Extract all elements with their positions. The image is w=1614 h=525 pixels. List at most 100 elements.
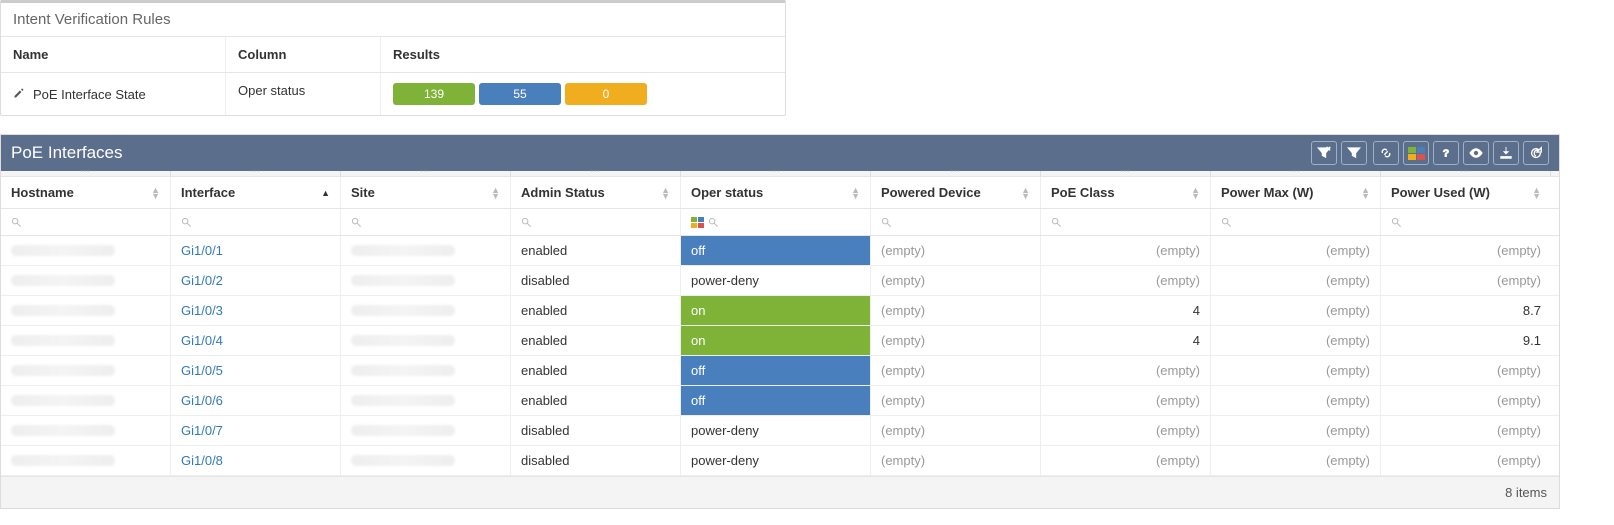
poe-toolbar: ? bbox=[1311, 141, 1549, 165]
filter-pmax[interactable] bbox=[1211, 209, 1381, 235]
cell-admin-status: disabled bbox=[511, 446, 681, 475]
table-row[interactable]: Gi1/0/3enabledon(empty)4(empty)8.7 bbox=[1, 296, 1559, 326]
cell-poe-class: (empty) bbox=[1041, 416, 1211, 445]
cell-site bbox=[341, 446, 511, 475]
filter-row bbox=[1, 209, 1559, 236]
cell-powered-device: (empty) bbox=[871, 236, 1041, 265]
intent-verification-panel: Intent Verification Rules Name Column Re… bbox=[0, 0, 786, 116]
poe-title: PoE Interfaces bbox=[11, 143, 123, 163]
cell-site bbox=[341, 386, 511, 415]
table-row[interactable]: Gi1/0/2disabledpower-deny(empty)(empty)(… bbox=[1, 266, 1559, 296]
cell-powered-device: (empty) bbox=[871, 446, 1041, 475]
cell-power-used: (empty) bbox=[1381, 386, 1551, 415]
table-row[interactable]: Gi1/0/7disabledpower-deny(empty)(empty)(… bbox=[1, 416, 1559, 446]
filter-pused[interactable] bbox=[1381, 209, 1551, 235]
cell-oper-status: power-deny bbox=[681, 446, 871, 475]
filter-class[interactable] bbox=[1041, 209, 1211, 235]
cell-hostname bbox=[1, 416, 171, 445]
result-pill-blue[interactable]: 55 bbox=[479, 83, 561, 105]
cell-oper-status: on bbox=[681, 296, 871, 325]
cell-oper-status: off bbox=[681, 236, 871, 265]
table-row[interactable]: Gi1/0/4enabledon(empty)4(empty)9.1 bbox=[1, 326, 1559, 356]
intent-rule-column: Oper status bbox=[226, 73, 381, 115]
intent-header-name: Name bbox=[1, 37, 226, 72]
download-button[interactable] bbox=[1493, 141, 1519, 165]
col-admin-status[interactable]: Admin Status▲▼ bbox=[511, 177, 681, 208]
cell-poe-class: 4 bbox=[1041, 326, 1211, 355]
intent-rule-name: PoE Interface State bbox=[33, 87, 146, 102]
filter-site[interactable] bbox=[341, 209, 511, 235]
cell-site bbox=[341, 236, 511, 265]
cell-interface[interactable]: Gi1/0/8 bbox=[171, 446, 341, 475]
colorize-button[interactable] bbox=[1403, 141, 1429, 165]
cell-powered-device: (empty) bbox=[871, 296, 1041, 325]
cell-interface[interactable]: Gi1/0/7 bbox=[171, 416, 341, 445]
cell-poe-class: 4 bbox=[1041, 296, 1211, 325]
cell-poe-class: (empty) bbox=[1041, 236, 1211, 265]
cell-site bbox=[341, 416, 511, 445]
cell-admin-status: enabled bbox=[511, 326, 681, 355]
col-site[interactable]: Site▲▼ bbox=[341, 177, 511, 208]
col-power-max[interactable]: Power Max (W)▲▼ bbox=[1211, 177, 1381, 208]
filter-pd[interactable] bbox=[871, 209, 1041, 235]
col-power-used[interactable]: Power Used (W)▲▼ bbox=[1381, 177, 1551, 208]
poe-grid: Hostname▲▼ Interface▲ Site▲▼ Admin Statu… bbox=[1, 171, 1559, 508]
poe-interfaces-panel: PoE Interfaces ? bbox=[0, 134, 1560, 509]
toolbar-group-filter bbox=[1311, 141, 1367, 165]
cell-interface[interactable]: Gi1/0/6 bbox=[171, 386, 341, 415]
help-button[interactable]: ? bbox=[1433, 141, 1459, 165]
pencil-icon bbox=[13, 87, 25, 102]
cell-hostname bbox=[1, 296, 171, 325]
cell-power-used: (empty) bbox=[1381, 446, 1551, 475]
filter-button[interactable] bbox=[1341, 141, 1367, 165]
result-pill-green[interactable]: 139 bbox=[393, 83, 475, 105]
cell-interface[interactable]: Gi1/0/3 bbox=[171, 296, 341, 325]
cell-poe-class: (empty) bbox=[1041, 266, 1211, 295]
filter-admin[interactable] bbox=[511, 209, 681, 235]
table-row[interactable]: Gi1/0/8disabledpower-deny(empty)(empty)(… bbox=[1, 446, 1559, 476]
color-filter-icon bbox=[691, 217, 704, 228]
clear-filter-button[interactable] bbox=[1311, 141, 1337, 165]
cell-admin-status: enabled bbox=[511, 236, 681, 265]
cell-power-used: 9.1 bbox=[1381, 326, 1551, 355]
cell-interface[interactable]: Gi1/0/1 bbox=[171, 236, 341, 265]
col-oper-status[interactable]: Oper status▲▼ bbox=[681, 177, 871, 208]
cell-power-max: (empty) bbox=[1211, 326, 1381, 355]
table-row[interactable]: Gi1/0/5enabledoff(empty)(empty)(empty)(e… bbox=[1, 356, 1559, 386]
filter-hostname[interactable] bbox=[1, 209, 171, 235]
cell-oper-status: off bbox=[681, 386, 871, 415]
cell-site bbox=[341, 326, 511, 355]
cell-admin-status: enabled bbox=[511, 296, 681, 325]
cell-oper-status: power-deny bbox=[681, 266, 871, 295]
refresh-button[interactable] bbox=[1523, 141, 1549, 165]
cell-hostname bbox=[1, 386, 171, 415]
cell-hostname bbox=[1, 356, 171, 385]
cell-interface[interactable]: Gi1/0/5 bbox=[171, 356, 341, 385]
table-row[interactable]: Gi1/0/1enabledoff(empty)(empty)(empty)(e… bbox=[1, 236, 1559, 266]
link-button[interactable] bbox=[1373, 141, 1399, 165]
cell-power-max: (empty) bbox=[1211, 416, 1381, 445]
cell-site bbox=[341, 266, 511, 295]
filter-interface[interactable] bbox=[171, 209, 341, 235]
table-row[interactable]: Gi1/0/6enabledoff(empty)(empty)(empty)(e… bbox=[1, 386, 1559, 416]
col-powered-device[interactable]: Powered Device▲▼ bbox=[871, 177, 1041, 208]
cell-hostname bbox=[1, 236, 171, 265]
intent-rule-name-cell[interactable]: PoE Interface State bbox=[1, 73, 226, 115]
cell-interface[interactable]: Gi1/0/4 bbox=[171, 326, 341, 355]
intent-header-column: Column bbox=[226, 37, 381, 72]
cell-admin-status: enabled bbox=[511, 356, 681, 385]
cell-poe-class: (empty) bbox=[1041, 386, 1211, 415]
cell-power-max: (empty) bbox=[1211, 386, 1381, 415]
intent-header-results: Results bbox=[381, 37, 785, 72]
intent-rule-results: 139 55 0 bbox=[381, 73, 785, 115]
cell-site bbox=[341, 356, 511, 385]
cell-interface[interactable]: Gi1/0/2 bbox=[171, 266, 341, 295]
filter-oper[interactable] bbox=[681, 209, 871, 235]
col-poe-class[interactable]: PoE Class▲▼ bbox=[1041, 177, 1211, 208]
cell-site bbox=[341, 296, 511, 325]
visibility-button[interactable] bbox=[1463, 141, 1489, 165]
result-pill-amber[interactable]: 0 bbox=[565, 83, 647, 105]
col-interface[interactable]: Interface▲ bbox=[171, 177, 341, 208]
col-hostname[interactable]: Hostname▲▼ bbox=[1, 177, 171, 208]
cell-admin-status: enabled bbox=[511, 386, 681, 415]
